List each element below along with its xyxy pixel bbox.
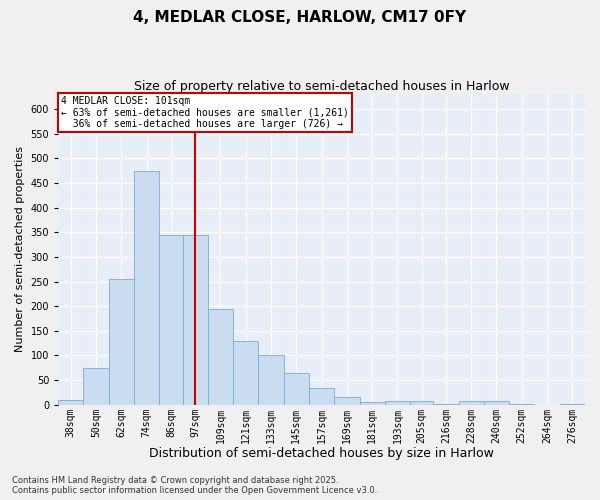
Text: 4 MEDLAR CLOSE: 101sqm
← 63% of semi-detached houses are smaller (1,261)
  36% o: 4 MEDLAR CLOSE: 101sqm ← 63% of semi-det…: [61, 96, 349, 129]
Bar: [334, 398, 359, 405]
Bar: [182, 234, 208, 405]
Bar: [233, 340, 259, 405]
Bar: [134, 170, 160, 405]
Bar: [83, 368, 109, 405]
Bar: [259, 356, 284, 405]
Text: 4, MEDLAR CLOSE, HARLOW, CM17 0FY: 4, MEDLAR CLOSE, HARLOW, CM17 0FY: [133, 10, 467, 25]
Bar: [433, 404, 458, 405]
Title: Size of property relative to semi-detached houses in Harlow: Size of property relative to semi-detach…: [134, 80, 509, 93]
Bar: [109, 279, 134, 405]
Bar: [284, 373, 309, 405]
Text: Contains HM Land Registry data © Crown copyright and database right 2025.
Contai: Contains HM Land Registry data © Crown c…: [12, 476, 377, 495]
Bar: [160, 234, 182, 405]
Y-axis label: Number of semi-detached properties: Number of semi-detached properties: [15, 146, 25, 352]
Bar: [410, 401, 433, 405]
Bar: [484, 401, 509, 405]
Bar: [385, 401, 410, 405]
Bar: [458, 401, 484, 405]
Bar: [309, 388, 334, 405]
Bar: [359, 402, 385, 405]
Bar: [58, 400, 83, 405]
Bar: [208, 308, 233, 405]
Bar: [560, 404, 585, 405]
X-axis label: Distribution of semi-detached houses by size in Harlow: Distribution of semi-detached houses by …: [149, 447, 494, 460]
